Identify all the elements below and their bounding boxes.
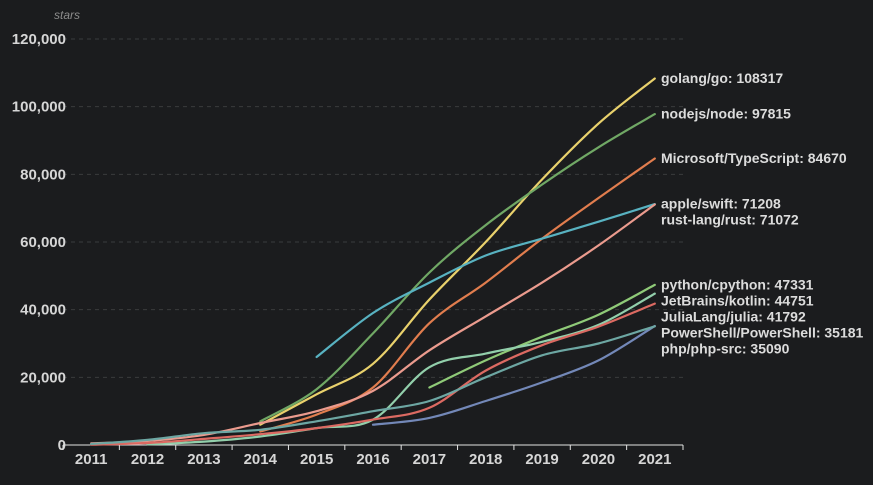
x-axis-tick-label: 2013 — [187, 451, 220, 468]
x-axis-tick-label: 2020 — [582, 451, 615, 468]
series-label-php-php-src: php/php-src: 35090 — [661, 340, 790, 356]
series-label-golang-go: golang/go: 108317 — [661, 70, 783, 86]
series-label-python-cpython: python/cpython: 47331 — [661, 276, 814, 292]
x-axis-tick-label: 2016 — [356, 451, 389, 468]
x-axis-tick-label: 2019 — [525, 451, 558, 468]
x-axis-tick-label: 2017 — [413, 451, 446, 468]
x-axis-tick-label: 2011 — [75, 451, 108, 468]
series-line-rust-lang-rust[interactable] — [90, 203, 656, 445]
series-line-python-cpython[interactable] — [428, 283, 656, 389]
y-axis-tick-label: 60,000 — [20, 234, 66, 251]
series-label-apple-swift: apple/swift: 71208 — [661, 196, 781, 212]
series-label-rust-lang-rust: rust-lang/rust: 71072 — [661, 212, 799, 228]
series-line-powershell-powershell[interactable] — [371, 324, 656, 426]
series-label-powershell-powershell: PowerShell/PowerShell: 35181 — [661, 324, 864, 340]
series-line-nodejs-node[interactable] — [259, 113, 656, 423]
y-axis-tick-label: 100,000 — [12, 99, 66, 116]
series-label-microsoft-typescript: Microsoft/TypeScript: 84670 — [661, 150, 847, 166]
y-axis-tick-label: 120,000 — [12, 31, 66, 48]
series-label-nodejs-node: nodejs/node: 97815 — [661, 106, 791, 122]
x-axis-tick-label: 2018 — [469, 451, 502, 468]
series-line-julialang-julia[interactable] — [90, 302, 656, 446]
series-label-jetbrains-kotlin: JetBrains/kotlin: 44751 — [661, 292, 814, 308]
x-axis-tick-label: 2014 — [244, 451, 278, 468]
series-line-php-php-src[interactable] — [90, 325, 656, 446]
x-axis-tick-label: 2015 — [300, 451, 333, 468]
y-axis-tick-label: 20,000 — [20, 369, 66, 386]
series-label-julialang-julia: JuliaLang/julia: 41792 — [661, 308, 806, 324]
x-axis-tick-label: 2021 — [638, 451, 671, 468]
y-axis-tick-label: 0 — [58, 437, 66, 454]
y-axis-tick-label: 80,000 — [20, 166, 66, 183]
series-line-apple-swift[interactable] — [315, 203, 656, 359]
y-axis-tick-label: 40,000 — [20, 302, 66, 319]
series-line-microsoft-typescript[interactable] — [259, 157, 656, 433]
y-axis-title: stars — [54, 8, 80, 22]
x-axis-tick-label: 2012 — [131, 451, 164, 468]
